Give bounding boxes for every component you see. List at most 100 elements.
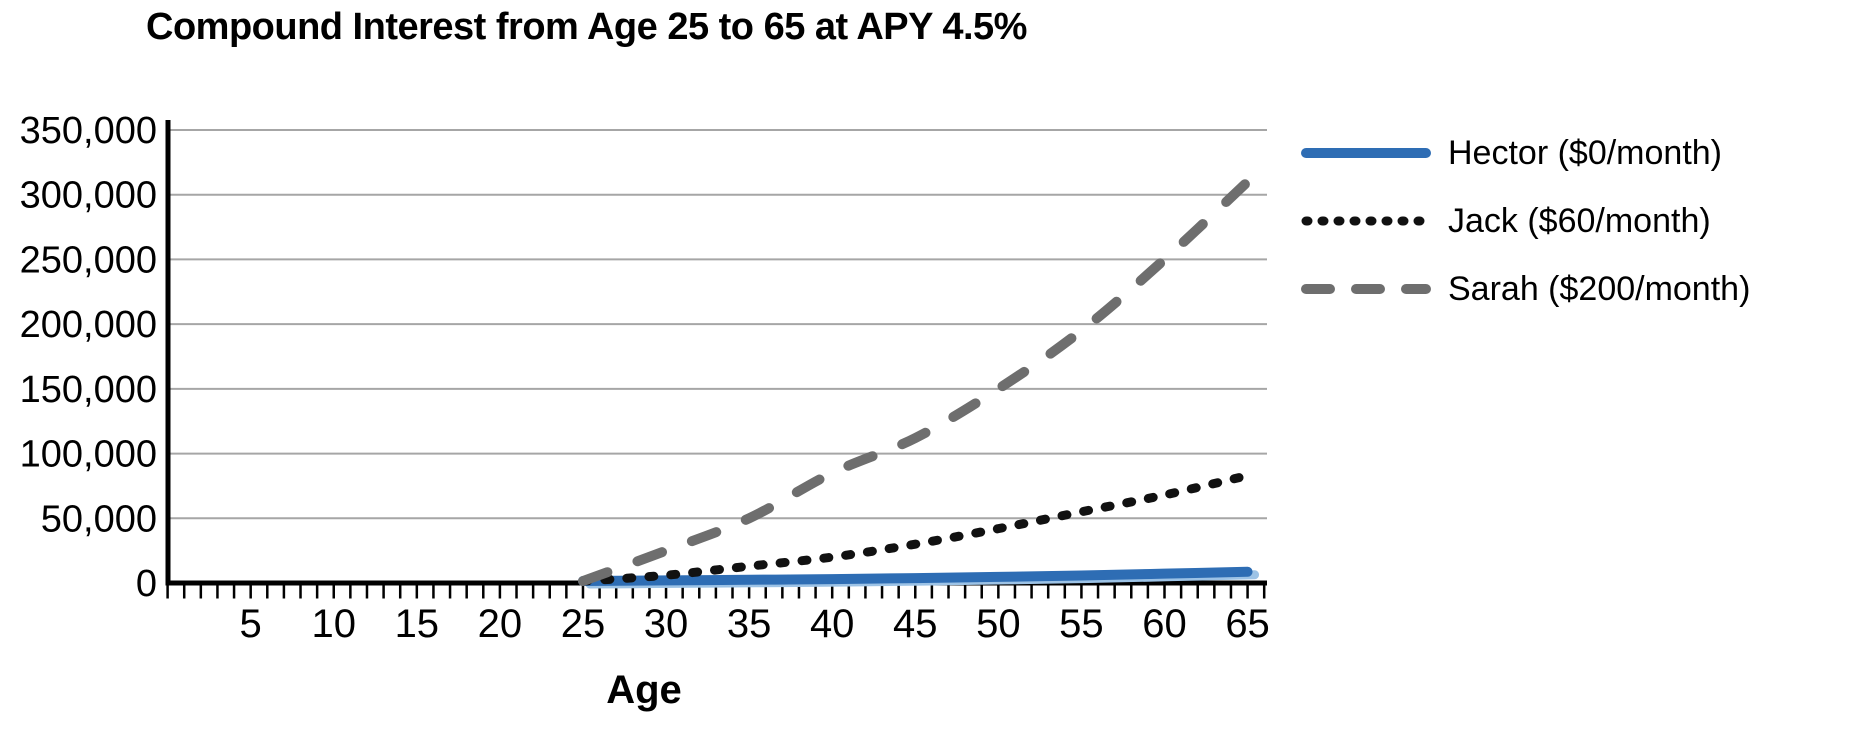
x-minor-tick [1163, 585, 1166, 599]
x-minor-tick [963, 585, 967, 599]
legend-label-hector: Hector ($0/month) [1448, 133, 1722, 172]
x-minor-tick [581, 585, 585, 599]
x-minor-tick [980, 585, 983, 599]
y-tick-label-50000: 50,000 [41, 498, 157, 540]
x-minor-tick [349, 585, 352, 599]
x-minor-tick [1213, 585, 1216, 599]
series-line-jack [578, 471, 1253, 586]
x-minor-tick [797, 585, 801, 599]
x-minor-tick [947, 585, 950, 599]
x-minor-tick [565, 585, 568, 599]
legend-item-sarah: Sarah ($200/month) [1300, 255, 1750, 323]
x-minor-tick [315, 585, 319, 599]
x-minor-tick [266, 585, 269, 599]
x-tick-label-50: 50 [976, 602, 1021, 646]
x-minor-tick [1130, 585, 1133, 599]
legend-swatch-sarah-line [1301, 284, 1431, 294]
x-tick-label-15: 15 [395, 602, 440, 646]
y-tick-label-300000: 300,000 [20, 175, 157, 217]
x-minor-tick [864, 585, 867, 599]
legend-label-sarah: Sarah ($200/month) [1448, 269, 1751, 308]
y-tick-label-100000: 100,000 [20, 434, 157, 476]
legend-swatch-jack-line [1301, 216, 1431, 226]
x-minor-tick [232, 585, 236, 599]
y-tick-label-350000: 350,000 [20, 110, 157, 152]
series-line-hector [577, 566, 1253, 587]
x-minor-tick [781, 585, 784, 599]
x-minor-tick [332, 585, 335, 599]
x-minor-tick [897, 585, 900, 599]
x-tick-label-5: 5 [240, 602, 262, 646]
y-tick-label-200000: 200,000 [20, 304, 157, 346]
x-minor-tick [1246, 585, 1249, 599]
series-line-sarah [577, 176, 1253, 587]
x-minor-tick [515, 585, 518, 599]
x-minor-tick [1080, 585, 1083, 599]
x-minor-tick [432, 585, 435, 599]
x-minor-tick [382, 585, 385, 599]
x-tick-label-25: 25 [561, 602, 606, 646]
x-minor-tick [365, 585, 369, 599]
x-minor-tick [847, 585, 851, 599]
x-minor-tick [1262, 585, 1266, 599]
x-minor-tick [1146, 585, 1150, 599]
x-minor-tick [249, 585, 252, 599]
x-minor-tick [216, 585, 219, 599]
x-minor-tick [631, 585, 635, 599]
x-minor-tick [698, 585, 701, 599]
legend-label-jack: Jack ($60/month) [1448, 201, 1711, 240]
x-minor-tick [199, 585, 203, 599]
x-minor-tick [498, 585, 502, 599]
x-minor-tick [465, 585, 468, 599]
x-minor-tick [880, 585, 884, 599]
x-tick-label-40: 40 [810, 602, 855, 646]
x-minor-tick [548, 585, 551, 599]
x-minor-tick [1013, 585, 1017, 599]
x-minor-tick [1196, 585, 1199, 599]
x-minor-tick [747, 585, 751, 599]
chart-title: Compound Interest from Age 25 to 65 at A… [146, 6, 1027, 48]
y-tick-label-150000: 150,000 [20, 369, 157, 411]
x-minor-tick [282, 585, 286, 599]
x-minor-tick [731, 585, 734, 599]
y-tick-label-250000: 250,000 [20, 239, 157, 281]
x-tick-label-60: 60 [1142, 602, 1187, 646]
x-minor-tick [182, 585, 186, 599]
x-minor-tick [166, 585, 169, 599]
x-minor-tick [482, 585, 485, 599]
x-tick-label-35: 35 [727, 602, 772, 646]
y-axis-line [165, 120, 171, 586]
x-minor-tick [1113, 585, 1116, 599]
legend-swatch-hector-line [1301, 148, 1431, 158]
x-tick-label-65: 65 [1225, 602, 1270, 646]
y-tick-label-0: 0 [136, 563, 157, 605]
x-minor-tick [914, 585, 917, 599]
legend: Hector ($0/month) Jack ($60/month) Sarah (… [1300, 119, 1750, 323]
x-minor-tick [531, 585, 535, 599]
x-minor-tick [415, 585, 419, 599]
x-minor-tick [1063, 585, 1067, 599]
x-minor-tick [1096, 585, 1100, 599]
x-minor-tick [398, 585, 402, 599]
x-minor-tick [448, 585, 452, 599]
x-minor-tick [1030, 585, 1033, 599]
x-axis-title: Age [606, 668, 682, 712]
x-minor-tick [664, 585, 668, 599]
x-tick-label-20: 20 [478, 602, 523, 646]
x-tick-label-10: 10 [312, 602, 357, 646]
x-tick-label-55: 55 [1059, 602, 1104, 646]
x-minor-tick [814, 585, 817, 599]
x-minor-tick [299, 585, 302, 599]
x-minor-tick [930, 585, 934, 599]
x-minor-tick [764, 585, 767, 599]
x-minor-tick [1229, 585, 1233, 599]
x-minor-tick [830, 585, 834, 599]
x-tick-label-45: 45 [893, 602, 938, 646]
legend-item-hector: Hector ($0/month) [1300, 119, 1750, 187]
x-tick-label-30: 30 [644, 602, 689, 646]
x-minor-tick [1179, 585, 1183, 599]
x-minor-tick [614, 585, 618, 599]
x-minor-tick [1046, 585, 1050, 599]
